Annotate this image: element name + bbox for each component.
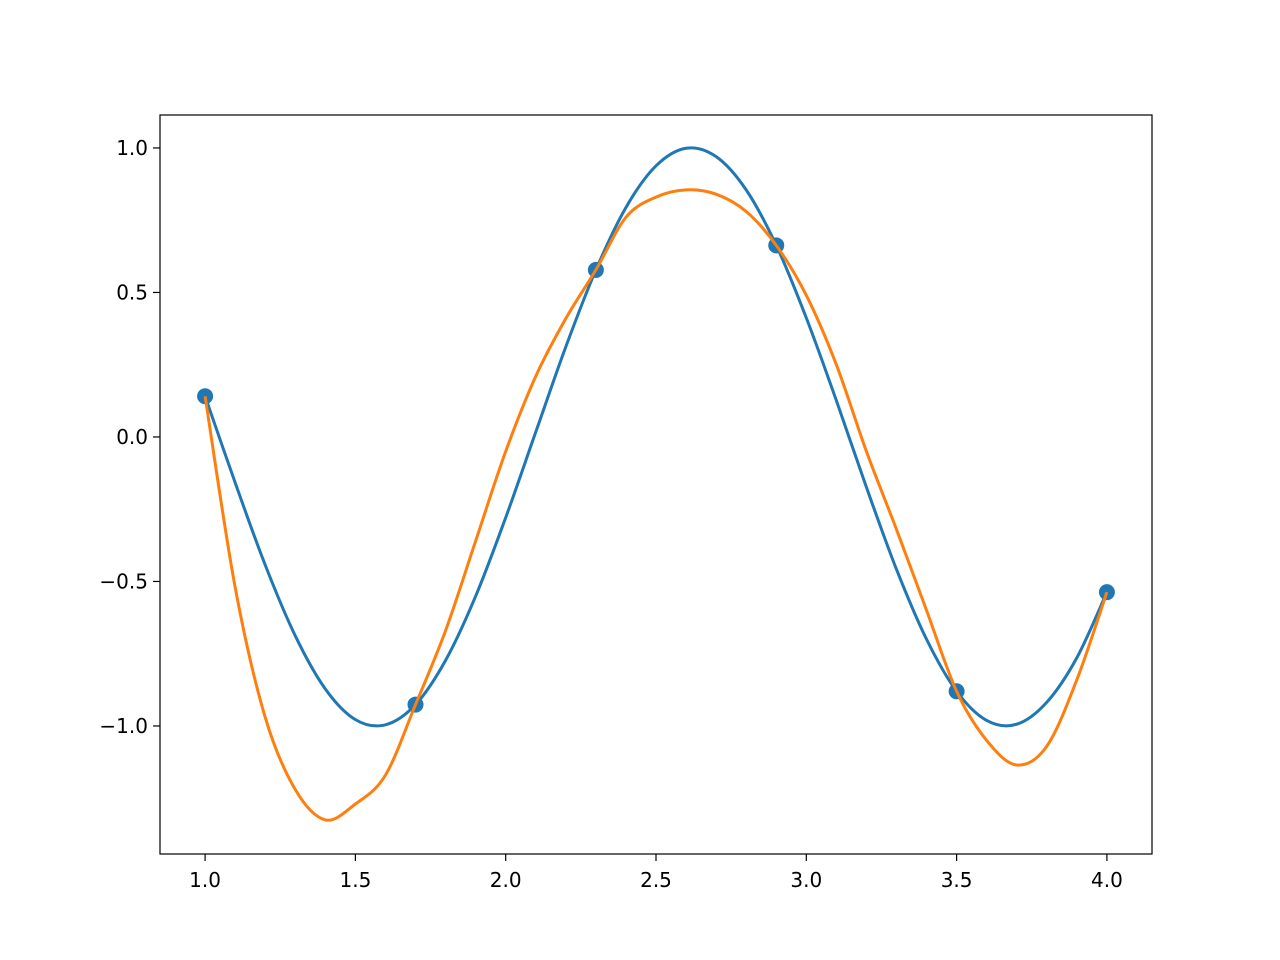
y-tick-label: 1.0 — [116, 136, 148, 160]
x-tick-label: 3.5 — [941, 868, 973, 892]
x-tick-label: 2.0 — [490, 868, 522, 892]
x-tick-label: 1.0 — [189, 868, 221, 892]
x-tick-label: 2.5 — [640, 868, 672, 892]
y-axis: −1.0 −0.5 0.0 0.5 1.0 — [99, 136, 160, 738]
x-axis: 1.0 1.5 2.0 2.5 3.0 3.5 4.0 — [189, 854, 1123, 892]
x-tick-label: 4.0 — [1091, 868, 1123, 892]
y-tick-label: −1.0 — [99, 714, 148, 738]
y-tick-label: −0.5 — [99, 569, 148, 593]
y-tick-label: 0.5 — [116, 280, 148, 304]
y-tick-label: 0.0 — [116, 425, 148, 449]
series-line-1 — [203, 146, 1109, 728]
x-tick-label: 3.0 — [790, 868, 822, 892]
x-tick-label: 1.5 — [339, 868, 371, 892]
series-line-2 — [203, 188, 1109, 822]
series-layer — [203, 146, 1109, 822]
